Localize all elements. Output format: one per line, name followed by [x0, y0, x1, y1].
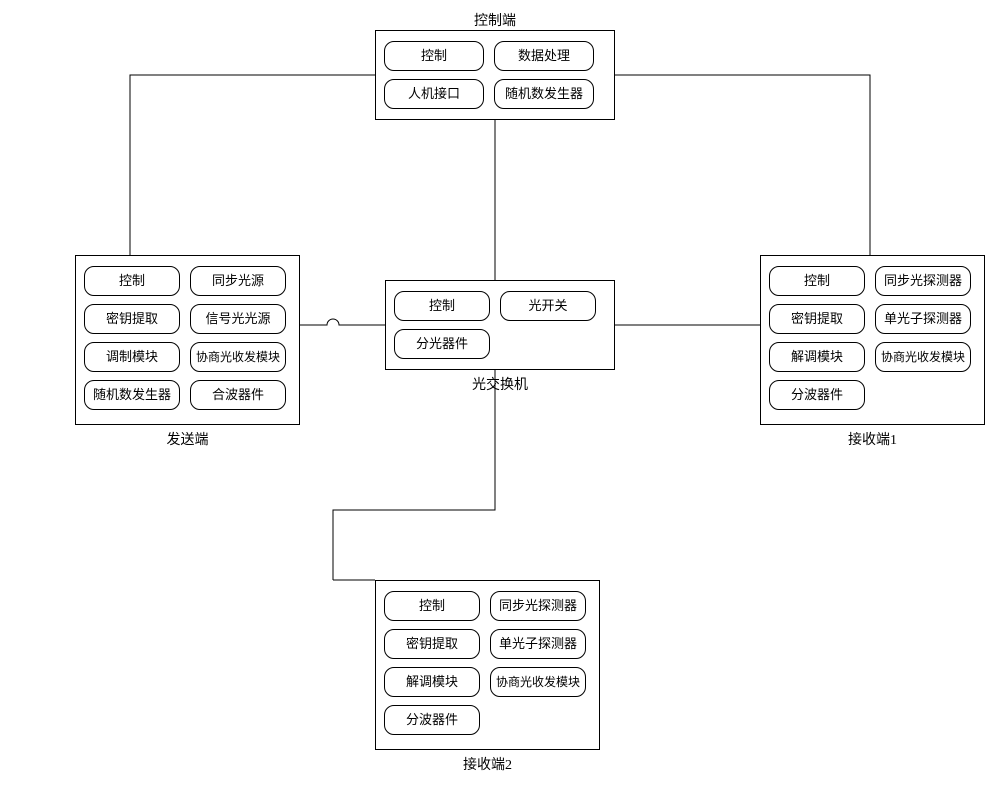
receiver1-module: 单光子探测器 [875, 304, 971, 334]
switch-label: 光交换机 [472, 374, 528, 394]
control-module: 控制 [384, 41, 484, 71]
receiver1-module: 解调模块 [769, 342, 865, 372]
sender-module: 同步光源 [190, 266, 286, 296]
switch-module: 分光器件 [394, 329, 490, 359]
sender-module: 随机数发生器 [84, 380, 180, 410]
receiver1-module: 分波器件 [769, 380, 865, 410]
receiver1-group: 控制同步光探测器密钥提取单光子探测器解调模块协商光收发模块分波器件 [760, 255, 985, 425]
control-label: 控制端 [474, 10, 516, 30]
receiver2-module: 同步光探测器 [490, 591, 586, 621]
receiver1-module: 同步光探测器 [875, 266, 971, 296]
receiver2-module: 分波器件 [384, 705, 480, 735]
receiver1-module: 控制 [769, 266, 865, 296]
receiver2-module: 解调模块 [384, 667, 480, 697]
receiver2-module: 单光子探测器 [490, 629, 586, 659]
sender-module: 协商光收发模块 [190, 342, 286, 372]
receiver1-module: 协商光收发模块 [875, 342, 971, 372]
receiver2-group: 控制同步光探测器密钥提取单光子探测器解调模块协商光收发模块分波器件 [375, 580, 600, 750]
receiver2-module: 协商光收发模块 [490, 667, 586, 697]
sender-module: 合波器件 [190, 380, 286, 410]
receiver1-module: 密钥提取 [769, 304, 865, 334]
switch-module: 光开关 [500, 291, 596, 321]
switch-module: 控制 [394, 291, 490, 321]
control-group: 控制数据处理人机接口随机数发生器 [375, 30, 615, 120]
sender-module: 控制 [84, 266, 180, 296]
sender-label: 发送端 [167, 429, 209, 449]
receiver2-module: 密钥提取 [384, 629, 480, 659]
receiver2-module: 控制 [384, 591, 480, 621]
sender-group: 控制同步光源密钥提取信号光光源调制模块协商光收发模块随机数发生器合波器件 [75, 255, 300, 425]
receiver2-label: 接收端2 [463, 754, 512, 774]
control-module: 随机数发生器 [494, 79, 594, 109]
diagram-stage: 控制数据处理人机接口随机数发生器控制端控制光开关分光器件光交换机控制同步光源密钥… [0, 0, 1000, 807]
receiver1-label: 接收端1 [848, 429, 897, 449]
control-module: 人机接口 [384, 79, 484, 109]
control-module: 数据处理 [494, 41, 594, 71]
sender-module: 信号光光源 [190, 304, 286, 334]
sender-module: 调制模块 [84, 342, 180, 372]
sender-module: 密钥提取 [84, 304, 180, 334]
switch-group: 控制光开关分光器件 [385, 280, 615, 370]
